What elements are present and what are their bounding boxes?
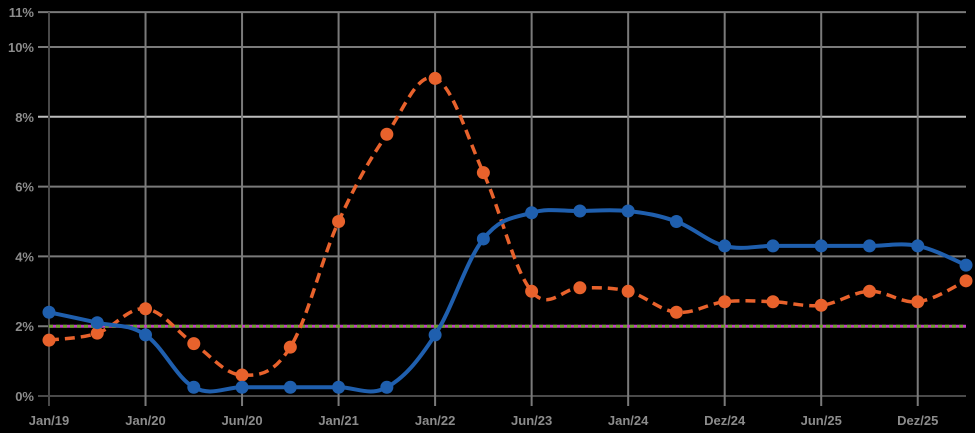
orange-series-line	[48, 75, 967, 377]
data-point-marker	[669, 305, 683, 319]
data-point-marker	[911, 295, 925, 309]
data-series	[42, 71, 973, 394]
y-tick-label: 0%	[15, 389, 34, 404]
data-point-marker	[187, 337, 201, 351]
data-point-marker	[283, 340, 297, 354]
data-point-marker	[525, 284, 539, 298]
y-tick-label: 11%	[9, 5, 35, 20]
data-point-marker	[187, 380, 201, 394]
x-tick-label: Jan/21	[318, 413, 358, 428]
data-point-marker	[283, 380, 297, 394]
data-point-marker	[42, 333, 56, 347]
data-point-marker	[814, 298, 828, 312]
data-point-marker	[959, 258, 973, 272]
data-point-marker	[862, 284, 876, 298]
data-point-marker	[621, 284, 635, 298]
x-tick-label: Jun/25	[801, 413, 842, 428]
x-tick-label: Dez/24	[704, 413, 746, 428]
y-axis: 0% 2% 4% 6% 8% 10% 11%	[8, 5, 34, 404]
y-tick-label: 4%	[15, 249, 34, 264]
data-point-marker	[380, 380, 394, 394]
data-point-marker	[669, 215, 683, 228]
data-point-marker	[332, 380, 346, 394]
data-point-marker	[911, 239, 925, 253]
x-axis: Jan/19 Jan/20 Jun/20 Jan/21 Jan/22 Jun/23 Jan/…	[29, 413, 939, 428]
data-point-marker	[90, 316, 104, 330]
data-point-marker	[621, 204, 635, 218]
x-tick-label: Jan/24	[608, 413, 649, 428]
data-point-marker	[476, 166, 490, 180]
data-point-marker	[428, 328, 442, 342]
data-point-marker	[573, 281, 587, 295]
data-point-marker	[573, 204, 587, 218]
data-point-marker	[139, 302, 153, 316]
y-tick-label: 6%	[15, 180, 34, 195]
data-point-marker	[42, 305, 56, 319]
data-point-marker	[718, 295, 732, 309]
x-tick-label: Dez/25	[897, 413, 938, 428]
data-point-marker	[380, 127, 394, 141]
data-point-marker	[139, 328, 153, 342]
data-point-marker	[766, 239, 780, 253]
y-tick-label: 8%	[15, 110, 34, 125]
data-point-marker	[862, 239, 876, 253]
data-point-marker	[766, 295, 780, 309]
x-tick-label: Jun/20	[221, 413, 262, 428]
y-tick-label: 2%	[15, 319, 34, 334]
x-tick-label: Jan/20	[125, 413, 165, 428]
data-point-marker	[525, 206, 539, 220]
data-point-marker	[959, 274, 973, 288]
data-point-marker	[428, 71, 442, 85]
data-point-marker	[235, 368, 249, 382]
data-point-marker	[476, 232, 490, 246]
data-point-marker	[90, 326, 104, 340]
y-tick-label: 10%	[8, 40, 34, 55]
data-point-marker	[814, 239, 828, 253]
x-tick-label: Jan/22	[415, 413, 455, 428]
data-point-marker	[235, 380, 249, 394]
x-tick-label: Jan/19	[29, 413, 69, 428]
data-point-marker	[332, 215, 346, 228]
data-point-marker	[718, 239, 732, 253]
x-tick-label: Jun/23	[511, 413, 552, 428]
grid-lines	[38, 11, 966, 406]
